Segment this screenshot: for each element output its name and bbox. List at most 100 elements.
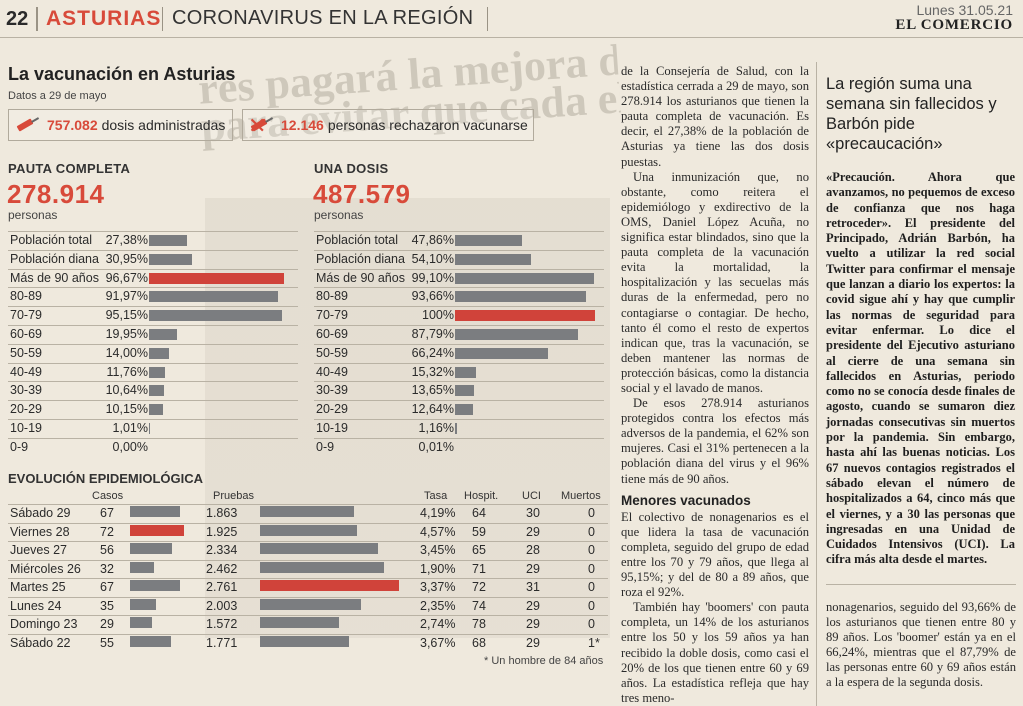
row-label: Más de 90 años [316,270,405,285]
row-cases: 29 [100,617,114,631]
table-row: 20-29 10,15% [8,400,298,419]
row-label: 40-49 [10,364,42,379]
row-label: 70-79 [10,308,42,323]
refused-value: 12.146 [281,117,324,133]
subsection-title: CORONAVIRUS EN LA REGIÓN [172,7,474,29]
issue-date: Lunes 31.05.21 [916,2,1013,18]
row-icu: 29 [526,635,540,650]
row-hospitalized: 59 [472,524,486,539]
row-rate: 4,57% [420,524,456,539]
row-percentage: 12,64% [411,402,454,417]
table-row: Población diana 30,95% [8,249,298,269]
row-label: 60-69 [10,326,42,341]
table-row: 80-89 93,66% [314,287,604,306]
row-icu: 30 [526,506,540,520]
table-row: Miércoles 26 32 2.462 1,90% 71 29 0 [8,559,608,579]
una-dosis-heading: UNA DOSIS [314,161,389,176]
syringe-icon [13,116,41,134]
row-day: Sábado 29 [10,506,71,520]
row-percentage: 47,86% [411,233,454,247]
divider [36,7,38,31]
row-percentage: 15,32% [411,364,454,379]
table-row: Martes 25 67 2.761 3,37% 72 31 0 [8,578,608,597]
table-row: 30-39 10,64% [8,381,298,400]
cases-bar [130,598,157,610]
table-row: Jueves 27 56 2.334 3,45% 65 28 0 [8,541,608,560]
row-deaths: 0 [588,524,595,539]
row-tests: 2.761 [206,580,238,594]
row-percentage: 0,00% [112,439,148,454]
row-deaths: 0 [588,617,595,631]
row-tests: 1.771 [206,635,238,650]
row-hospitalized: 65 [472,543,486,557]
row-hospitalized: 74 [472,598,486,613]
tests-bar [260,561,385,573]
percentage-bar [455,366,477,378]
row-label: 40-49 [316,364,348,379]
divider [826,584,1016,585]
col-pruebas: Pruebas [213,490,254,502]
table-row: 50-59 66,24% [314,343,604,363]
row-tests: 1.925 [206,524,238,539]
subheading: Menores vacunados [621,492,751,508]
percentage-bar [149,253,193,265]
row-cases: 72 [100,524,114,539]
row-hospitalized: 78 [472,617,486,631]
row-percentage: 66,24% [411,345,454,360]
paragraph: de la Consejería de Salud, con la estadí… [621,64,809,169]
percentage-bar [455,422,457,434]
col-muertos: Muertos [561,490,601,502]
row-hospitalized: 68 [472,635,486,650]
row-tests: 1.572 [206,617,238,631]
row-cases: 55 [100,635,114,650]
percentage-bar [149,235,188,246]
row-label: 70-79 [316,308,348,323]
row-label: 30-39 [316,383,348,398]
percentage-bar [149,291,278,303]
cases-bar [130,543,172,554]
row-icu: 29 [526,561,540,576]
una-dosis-table: Población total 47,86% Población diana 54,1… [314,231,604,457]
row-percentage: 95,15% [105,308,148,323]
row-percentage: 11,76% [106,364,148,379]
row-label: Población diana [316,251,405,266]
table-row: 80-89 91,97% [8,287,298,306]
newspaper-name: EL COMERCIO [895,17,1013,33]
row-rate: 3,37% [420,580,456,594]
row-percentage: 93,66% [411,289,454,304]
paragraph: Una inmunización que, no obstante, como … [621,169,809,395]
row-percentage: 30,95% [105,251,148,266]
row-cases: 35 [100,598,114,613]
row-tests: 1.863 [206,506,238,520]
row-day: Sábado 22 [10,635,71,650]
row-percentage: 99,10% [411,270,454,285]
table-row: 0-9 0,01% [314,437,604,457]
table-row: 10-19 1,01% [8,418,298,438]
crossed-syringe-icon: ✕ [247,113,275,138]
row-percentage: 100% [422,308,454,323]
percentage-bar [455,385,475,397]
table-row: Sábado 29 67 1.863 4,19% 64 30 0 [8,504,608,523]
table-row: Más de 90 años 96,67% [8,268,298,288]
evolution-table: Casos Pruebas Tasa Hospit. UCI Muertos S… [8,490,608,652]
cases-bar [130,635,172,647]
doses-text: dosis administradas [101,117,226,133]
row-tests: 2.462 [206,561,238,576]
row-deaths: 0 [588,561,595,576]
row-deaths: 1* [588,635,600,650]
vaccination-infographic: rés pagará la mejora de tu para evitar q… [0,41,623,706]
table-row: 50-59 14,00% [8,343,298,363]
table-row: 0-9 0,00% [8,437,298,457]
row-day: Lunes 24 [10,598,62,613]
percentage-bar [149,272,285,284]
row-hospitalized: 71 [472,561,486,576]
row-day: Domingo 23 [10,617,78,631]
pauta-table: Población total 27,38% Población diana 30,9… [8,231,298,457]
row-label: 10-19 [10,420,42,435]
row-label: 80-89 [10,289,42,304]
una-dosis-unit: personas [314,208,364,222]
cases-bar [130,561,154,573]
percentage-bar [455,404,473,416]
row-hospitalized: 72 [472,580,486,594]
row-rate: 2,35% [420,598,456,613]
